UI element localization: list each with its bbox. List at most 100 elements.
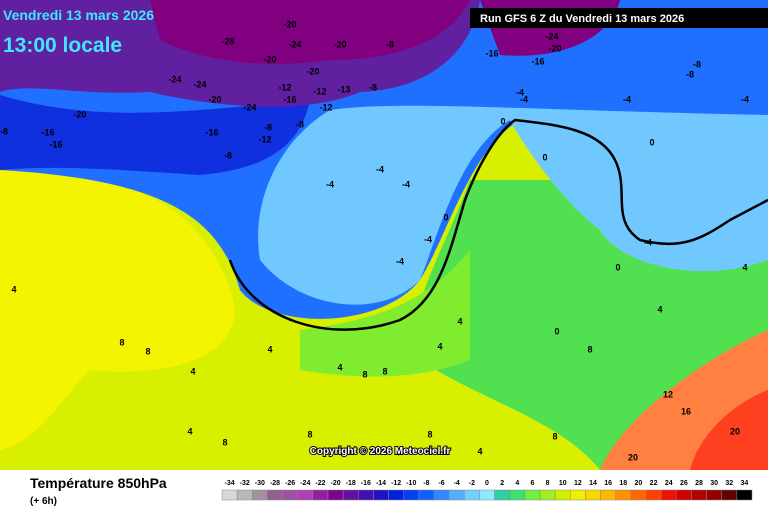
scale-cell bbox=[736, 489, 753, 501]
contour-label: -16 bbox=[283, 94, 296, 104]
run-box bbox=[470, 8, 768, 28]
contour-label: -8 bbox=[693, 59, 701, 69]
contour-label: 20 bbox=[730, 426, 740, 436]
scale-label: -16 bbox=[361, 480, 371, 487]
scale-label: -30 bbox=[255, 480, 265, 487]
contour-label: 8 bbox=[382, 366, 387, 376]
color-scale: -34 -32 -30 -28 -26 -24 -22 -20 -18 -16 -14 -12 -10-… bbox=[221, 480, 753, 501]
contour-label: -20 bbox=[208, 94, 221, 104]
contour-label: 4 bbox=[742, 262, 747, 272]
scale-cell bbox=[403, 489, 420, 501]
scale-label: -26 bbox=[285, 480, 295, 487]
contour-label: 8 bbox=[119, 337, 124, 347]
contour-label: 4 bbox=[267, 344, 272, 354]
contour-label: -24 bbox=[288, 39, 301, 49]
scale-label: 4 bbox=[515, 480, 519, 487]
scale-cell bbox=[554, 489, 571, 501]
scale-label: -10 bbox=[406, 480, 416, 487]
run-info: Run GFS 6 Z du Vendredi 13 mars 2026 bbox=[480, 13, 684, 25]
scale-cell bbox=[721, 489, 738, 501]
scale-cell bbox=[570, 489, 586, 501]
scale-label: 20 bbox=[635, 480, 643, 487]
contour-label: -8 bbox=[386, 39, 394, 49]
scale-cell bbox=[524, 489, 541, 501]
contour-label: -16 bbox=[41, 127, 54, 137]
scale-label: -22 bbox=[315, 480, 325, 487]
scale-label: 14 bbox=[589, 480, 597, 487]
contour-label: -24 bbox=[243, 102, 256, 112]
scale-cell bbox=[539, 489, 556, 501]
scale-cell bbox=[388, 489, 404, 501]
scale-label: 22 bbox=[650, 480, 658, 487]
scale-label: 18 bbox=[619, 480, 627, 487]
scale-cell bbox=[448, 489, 465, 501]
scale-cell bbox=[630, 489, 647, 501]
footer-step: (+ 6h) bbox=[30, 496, 57, 507]
scale-label: 10 bbox=[559, 480, 567, 487]
scale-label: 2 bbox=[500, 480, 504, 487]
scale-label: -4 bbox=[454, 480, 460, 487]
scale-cell bbox=[236, 489, 253, 501]
contour-label: 16 bbox=[681, 406, 691, 416]
contour-label: 0 bbox=[649, 137, 654, 147]
scale-label: -32 bbox=[240, 480, 250, 487]
scale-label: 28 bbox=[695, 480, 703, 487]
contour-label: -16 bbox=[49, 139, 62, 149]
scale-cell bbox=[676, 489, 692, 501]
contour-label: -8 bbox=[686, 69, 694, 79]
scale-label: -6 bbox=[438, 480, 444, 487]
contour-label: 4 bbox=[11, 284, 16, 294]
contour-label: -4 bbox=[520, 94, 528, 104]
contour-label: -20 bbox=[333, 39, 346, 49]
contour-label: -20 bbox=[263, 54, 276, 64]
contour-label: -8 bbox=[369, 82, 377, 92]
scale-label: 0 bbox=[485, 480, 489, 487]
scale-cell bbox=[221, 489, 238, 501]
scale-cell bbox=[494, 489, 510, 501]
contour-label: -4 bbox=[326, 179, 334, 189]
scale-cell bbox=[706, 489, 722, 501]
contour-label: -20 bbox=[73, 109, 86, 119]
scale-cell bbox=[464, 489, 480, 501]
contour-label: -16 bbox=[485, 48, 498, 58]
contour-label: -4 bbox=[376, 164, 384, 174]
scale-label: -34 bbox=[225, 480, 235, 487]
contour-label: 4 bbox=[337, 362, 342, 372]
contour-label: -12 bbox=[313, 86, 326, 96]
footer-title: Température 850hPa bbox=[30, 475, 167, 491]
scale-cell bbox=[615, 489, 632, 501]
scale-cell bbox=[342, 489, 359, 501]
contour-label: 4 bbox=[437, 341, 442, 351]
contour-label: 8 bbox=[307, 429, 312, 439]
scale-label: -18 bbox=[346, 480, 356, 487]
contour-label: 4 bbox=[190, 366, 195, 376]
scale-cell bbox=[600, 489, 616, 501]
contour-label: -16 bbox=[531, 56, 544, 66]
contour-label: 8 bbox=[222, 437, 227, 447]
contour-label: 8 bbox=[587, 344, 592, 354]
scale-label: 8 bbox=[546, 480, 550, 487]
scale-cell bbox=[433, 489, 450, 501]
contour-label: 4 bbox=[657, 304, 662, 314]
scale-cell bbox=[297, 489, 314, 501]
contour-label: 0 bbox=[542, 152, 547, 162]
contour-label: -28 bbox=[221, 36, 234, 46]
contour-label: 0 bbox=[443, 212, 448, 222]
contour-label: 8 bbox=[552, 431, 557, 441]
copyright: Copyright © 2026 Meteociel.fr bbox=[310, 446, 451, 457]
contour-label: -20 bbox=[283, 19, 296, 29]
contour-label: -4 bbox=[424, 234, 432, 244]
scale-label: 16 bbox=[604, 480, 612, 487]
contour-label: 0 bbox=[615, 262, 620, 272]
contour-label: -8 bbox=[224, 150, 232, 160]
contour-label: 4 bbox=[477, 446, 482, 456]
contour-labels: -20-24-28 -20 -8-24 -24-20-20-12-16-20-12 -1… bbox=[0, 19, 749, 462]
contour-label: 12 bbox=[663, 389, 673, 399]
scale-label: 24 bbox=[665, 480, 673, 487]
scale-cell bbox=[282, 489, 298, 501]
scale-label: -20 bbox=[331, 480, 341, 487]
contour-label: 0 bbox=[554, 326, 559, 336]
contour-label: -20 bbox=[306, 66, 319, 76]
contour-label: -4 bbox=[644, 237, 652, 247]
